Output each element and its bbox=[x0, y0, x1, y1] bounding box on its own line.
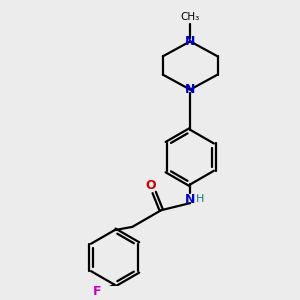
Text: H: H bbox=[196, 194, 205, 204]
Text: N: N bbox=[185, 35, 195, 48]
Text: O: O bbox=[146, 179, 156, 192]
Text: CH₃: CH₃ bbox=[181, 12, 200, 22]
Text: N: N bbox=[185, 193, 195, 206]
Text: N: N bbox=[185, 83, 195, 96]
Text: F: F bbox=[93, 285, 101, 298]
